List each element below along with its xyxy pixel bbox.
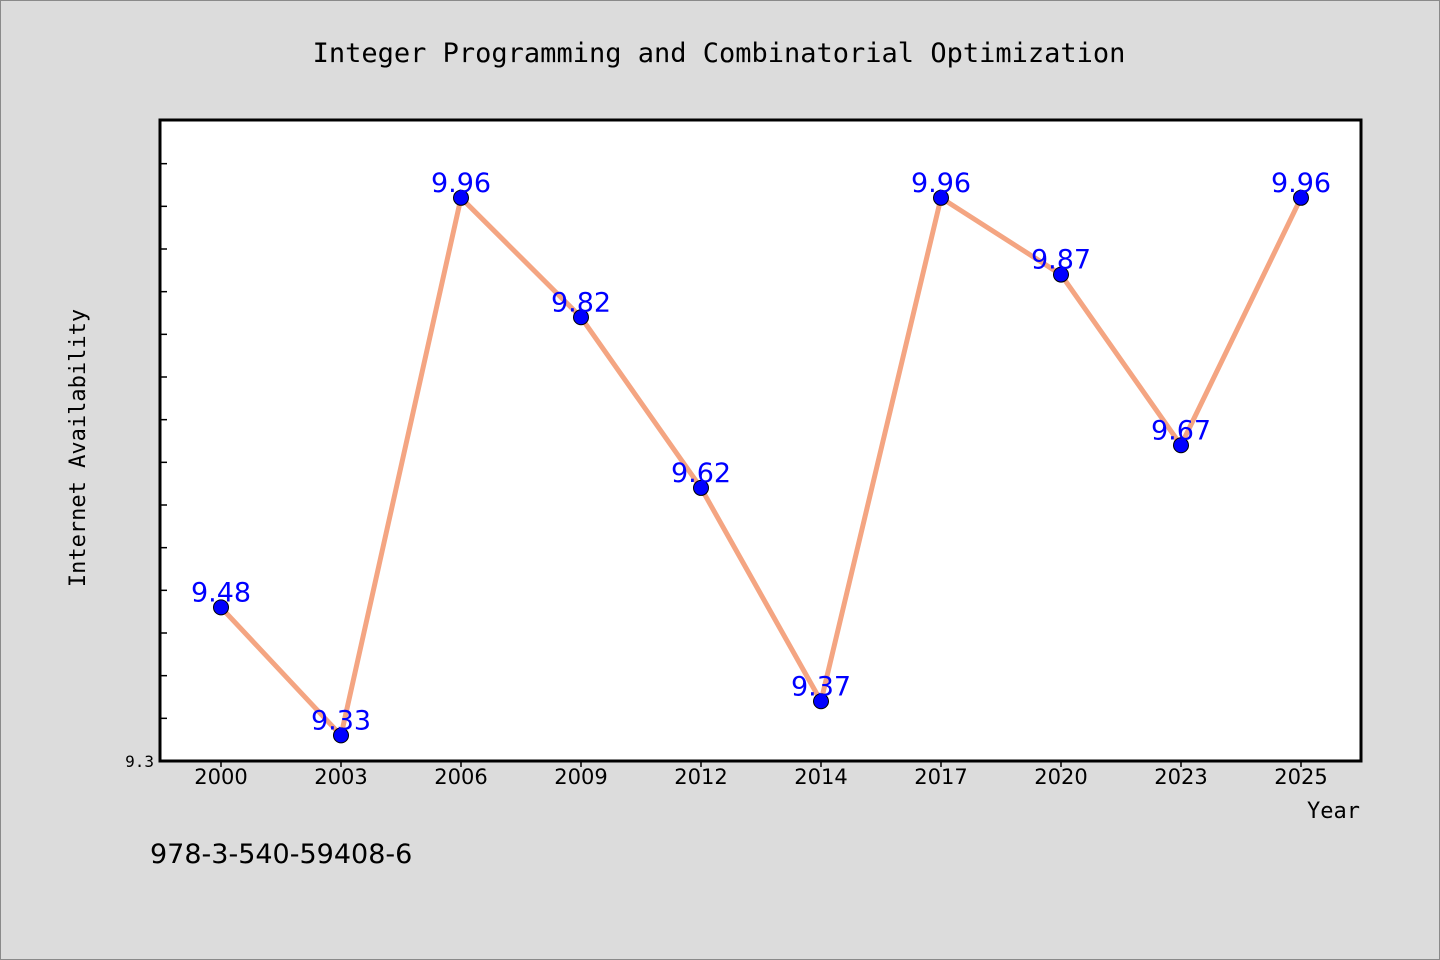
- x-tick-label: 2012: [674, 765, 727, 789]
- data-point: [693, 479, 709, 496]
- x-tick-label: 2000: [194, 765, 247, 789]
- y-axis-label: Internet Availability: [66, 309, 91, 587]
- data-label: 9.37: [791, 671, 851, 702]
- x-tick-label: 2017: [914, 765, 967, 789]
- data-point: [213, 599, 229, 616]
- data-label: 9.48: [191, 577, 251, 608]
- x-tick-label: 2014: [794, 765, 847, 789]
- series-group: 9.48 9.33 9.96 9.82 9.62 9.37 9.96 9.87 9.67 9.96: [191, 168, 1331, 744]
- data-label: 9.96: [431, 168, 491, 199]
- data-label: 9.67: [1151, 415, 1211, 446]
- x-tick-label: 2020: [1034, 765, 1087, 789]
- y-axis-ticks: 9.3: [125, 162, 167, 771]
- series-line: [219, 195, 1304, 738]
- x-tick-label: 2006: [434, 765, 487, 789]
- data-label: 9.96: [1271, 168, 1331, 199]
- isbn-text: 978-3-540-59408-6: [150, 839, 412, 870]
- y-tick-label: 9.3: [125, 752, 154, 771]
- chart-title: Integer Programming and Combinatorial Op…: [313, 38, 1126, 69]
- data-label: 9.33: [311, 705, 371, 736]
- data-point: [1293, 189, 1309, 206]
- x-tick-label: 2003: [314, 765, 367, 789]
- x-axis-label: Year: [1307, 799, 1360, 824]
- data-label: 9.96: [911, 168, 971, 199]
- x-tick-label: 2025: [1274, 765, 1327, 789]
- x-tick-label: 2023: [1154, 765, 1207, 789]
- data-point: [1053, 266, 1069, 283]
- data-point: [1173, 437, 1189, 454]
- data-point: [933, 189, 949, 206]
- x-tick-label: 2009: [554, 765, 607, 789]
- data-label: 9.87: [1031, 245, 1091, 276]
- data-label: 9.82: [551, 287, 611, 318]
- data-point: [813, 693, 829, 710]
- data-point: [453, 189, 469, 206]
- data-point: [573, 309, 589, 326]
- data-label: 9.62: [671, 458, 731, 489]
- x-axis-ticks: 2000 2003 2006 2009 2012 2014 2017 2020 2023 2025: [194, 761, 1328, 789]
- data-point: [333, 727, 349, 744]
